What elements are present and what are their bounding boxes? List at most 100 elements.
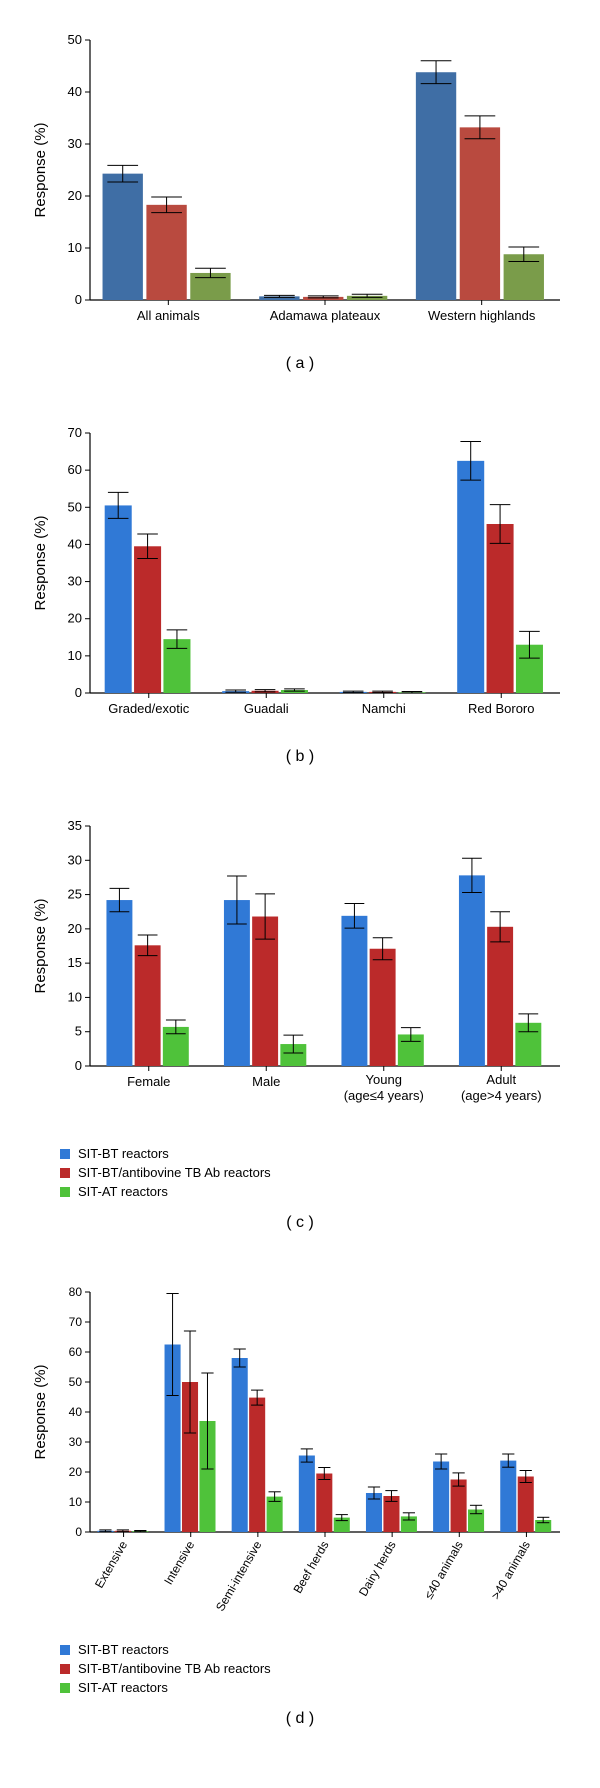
- svg-text:Namchi: Namchi: [362, 701, 406, 716]
- svg-text:50: 50: [68, 499, 82, 514]
- svg-text:Extensive: Extensive: [92, 1538, 130, 1590]
- svg-text:Guadali: Guadali: [244, 701, 289, 716]
- legend-label: SIT-AT reactors: [78, 1184, 168, 1199]
- svg-text:10: 10: [68, 648, 82, 663]
- bar: [103, 174, 143, 300]
- svg-text:20: 20: [68, 188, 82, 203]
- svg-text:All animals: All animals: [137, 308, 200, 323]
- legend-item: SIT-BT/antibovine TB Ab reactors: [60, 1661, 590, 1676]
- svg-text:Female: Female: [127, 1074, 170, 1089]
- svg-text:20: 20: [69, 1465, 83, 1479]
- svg-text:30: 30: [68, 852, 82, 867]
- svg-text:>40 animals: >40 animals: [488, 1539, 533, 1602]
- y-axis-label: Response (%): [32, 515, 49, 610]
- bar: [457, 461, 484, 693]
- svg-text:0: 0: [75, 1525, 82, 1539]
- legend: SIT-BT reactors SIT-BT/antibovine TB Ab r…: [60, 1146, 590, 1199]
- chart-svg: 01020304050Response (%)All animalsAdamaw…: [20, 20, 580, 340]
- legend-item: SIT-BT reactors: [60, 1146, 590, 1161]
- svg-text:35: 35: [68, 818, 82, 833]
- svg-text:Red Bororo: Red Bororo: [468, 701, 534, 716]
- legend: SIT-BT reactorsSIT-BT/antibovine TB Ab r…: [60, 1642, 590, 1695]
- chart-panel-d: 01020304050607080Response (%)ExtensiveIn…: [10, 1272, 590, 1728]
- bar: [299, 1456, 315, 1533]
- bar: [459, 875, 485, 1066]
- svg-text:50: 50: [69, 1375, 83, 1389]
- legend-label: SIT-BT/antibovine TB Ab reactors: [78, 1661, 271, 1676]
- svg-text:(age>4 years): (age>4 years): [461, 1088, 542, 1103]
- svg-text:Western highlands: Western highlands: [428, 308, 536, 323]
- y-axis-label: Response (%): [32, 122, 49, 217]
- bar: [224, 900, 250, 1066]
- svg-text:5: 5: [75, 1024, 82, 1039]
- svg-text:Male: Male: [252, 1074, 280, 1089]
- bar: [460, 127, 500, 300]
- bar: [135, 945, 161, 1066]
- svg-text:Dairy herds: Dairy herds: [356, 1539, 399, 1599]
- svg-text:Adamawa plateaux: Adamawa plateaux: [270, 308, 381, 323]
- svg-text:Beef herds: Beef herds: [290, 1539, 331, 1596]
- svg-text:0: 0: [75, 1058, 82, 1073]
- bar: [416, 72, 456, 300]
- bar: [433, 1462, 449, 1533]
- legend-label: SIT-AT reactors: [78, 1680, 168, 1695]
- svg-text:70: 70: [68, 425, 82, 440]
- chart-panel-c: 05101520253035Response (%)FemaleMaleYoun…: [10, 806, 590, 1232]
- y-axis-label: Response (%): [32, 898, 49, 993]
- bar: [518, 1477, 534, 1533]
- chart-svg: 010203040506070Response (%)Graded/exotic…: [20, 413, 580, 733]
- svg-text:Young: Young: [366, 1072, 402, 1087]
- svg-text:10: 10: [68, 989, 82, 1004]
- svg-text:70: 70: [69, 1315, 83, 1329]
- panel-label: ( a ): [10, 355, 590, 373]
- chart-svg: 01020304050607080Response (%)ExtensiveIn…: [20, 1272, 580, 1632]
- svg-text:30: 30: [68, 574, 82, 589]
- svg-text:0: 0: [75, 292, 82, 307]
- chart-panel-b: 010203040506070Response (%)Graded/exotic…: [10, 413, 590, 766]
- legend-swatch: [60, 1149, 70, 1159]
- bar: [487, 524, 514, 693]
- bar: [451, 1480, 467, 1533]
- svg-text:(age≤4 years): (age≤4 years): [344, 1088, 424, 1103]
- chart-svg: 05101520253035Response (%)FemaleMaleYoun…: [20, 806, 580, 1136]
- panel-label: ( c ): [10, 1214, 590, 1232]
- legend-label: SIT-BT/antibovine TB Ab reactors: [78, 1165, 271, 1180]
- legend-item: SIT-AT reactors: [60, 1184, 590, 1199]
- panel-label: ( d ): [10, 1710, 590, 1728]
- bar: [232, 1358, 248, 1532]
- bar: [134, 546, 161, 693]
- bar: [249, 1398, 265, 1532]
- bar: [267, 1497, 283, 1532]
- svg-text:0: 0: [75, 685, 82, 700]
- bar: [316, 1474, 332, 1533]
- svg-text:10: 10: [68, 240, 82, 255]
- svg-text:30: 30: [69, 1435, 83, 1449]
- svg-text:15: 15: [68, 955, 82, 970]
- svg-text:80: 80: [69, 1285, 83, 1299]
- svg-text:Adult: Adult: [486, 1072, 516, 1087]
- chart-panel-a: 01020304050Response (%)All animalsAdamaw…: [10, 20, 590, 373]
- legend-swatch: [60, 1664, 70, 1674]
- svg-text:≤40 animals: ≤40 animals: [421, 1539, 465, 1602]
- svg-text:Semi-intensive: Semi-intensive: [213, 1538, 265, 1613]
- bar: [487, 927, 513, 1066]
- svg-text:20: 20: [68, 611, 82, 626]
- legend-item: SIT-BT/antibovine TB Ab reactors: [60, 1165, 590, 1180]
- legend-swatch: [60, 1168, 70, 1178]
- svg-text:40: 40: [69, 1405, 83, 1419]
- svg-text:50: 50: [68, 32, 82, 47]
- bar: [341, 916, 367, 1066]
- svg-text:60: 60: [68, 462, 82, 477]
- svg-text:10: 10: [69, 1495, 83, 1509]
- svg-text:Intensive: Intensive: [161, 1538, 197, 1587]
- legend-swatch: [60, 1683, 70, 1693]
- svg-text:20: 20: [68, 921, 82, 936]
- legend-swatch: [60, 1645, 70, 1655]
- bar: [370, 949, 396, 1066]
- y-axis-label: Response (%): [32, 1364, 49, 1459]
- svg-text:40: 40: [68, 536, 82, 551]
- bar: [500, 1461, 516, 1532]
- legend-label: SIT-BT reactors: [78, 1146, 169, 1161]
- legend-item: SIT-AT reactors: [60, 1680, 590, 1695]
- bar: [105, 505, 132, 693]
